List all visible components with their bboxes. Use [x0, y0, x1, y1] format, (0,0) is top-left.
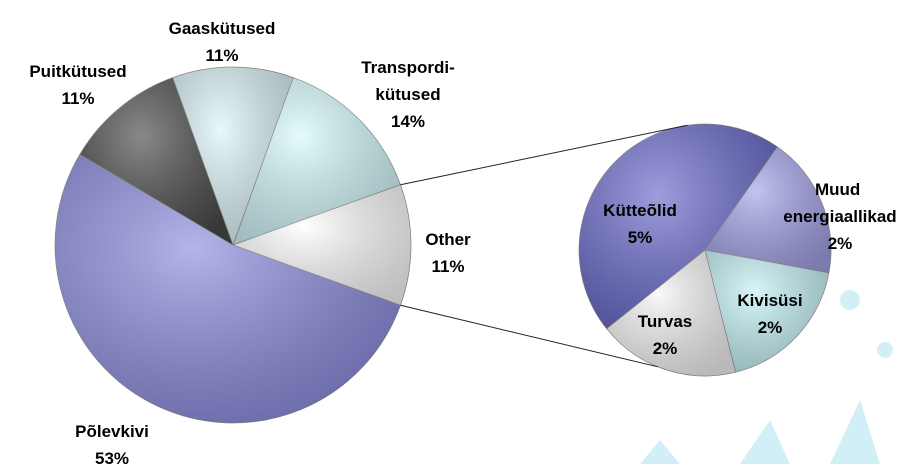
value-label: 2% [653, 339, 678, 358]
slice-label: Turvas [638, 312, 693, 331]
slice-label: Puitkütused [29, 62, 126, 81]
slice-label: Põlevkivi [75, 422, 149, 441]
slice-label: Muud energiaallikad [783, 180, 896, 226]
value-label: 2% [828, 234, 853, 253]
connector-line [400, 304, 658, 368]
value-label: 14% [391, 112, 425, 131]
slice-label: Kütteõlid [603, 201, 677, 220]
value-label: 11% [61, 89, 94, 108]
slice-label: Gaaskütused [169, 19, 276, 38]
snowflake [740, 420, 790, 464]
connector-line [400, 124, 688, 186]
value-label: 2% [758, 318, 783, 337]
snowflakes [640, 290, 893, 464]
slice-label: Other [425, 230, 471, 249]
snowflake [640, 440, 680, 464]
snowflake [830, 400, 880, 464]
value-label: 11% [431, 257, 464, 276]
slice-label: Kivisüsi [737, 291, 802, 310]
value-label: 11% [205, 46, 238, 65]
value-label: 5% [628, 228, 653, 247]
snowflake [840, 290, 860, 310]
snowflake [877, 342, 893, 358]
slice-label: Transpordi-kütused [361, 58, 455, 104]
value-label: 53% [95, 449, 129, 464]
